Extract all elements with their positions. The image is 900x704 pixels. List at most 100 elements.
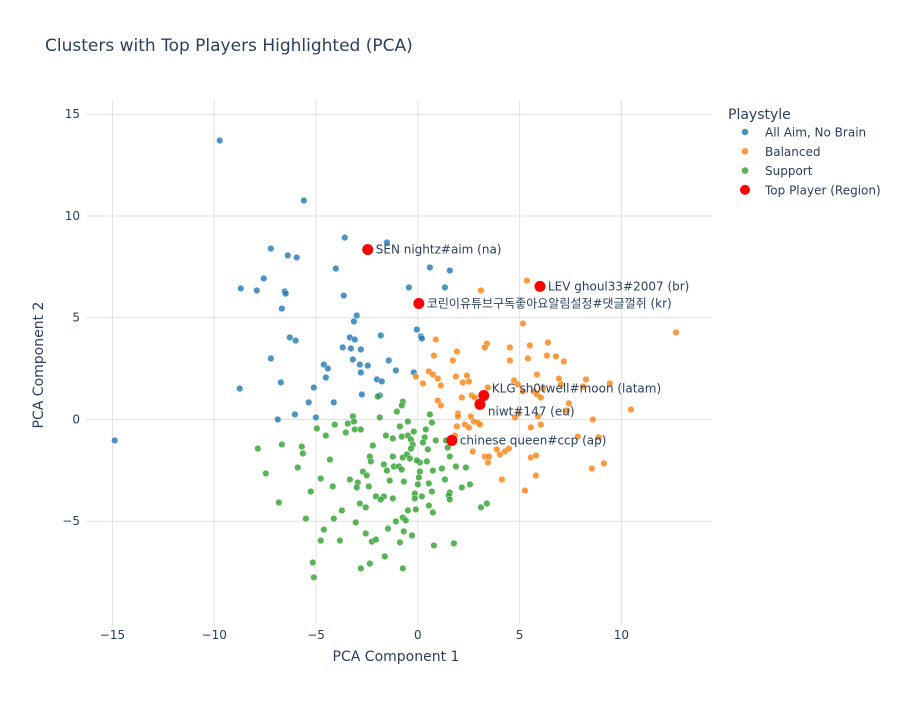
data-point [277,378,285,386]
data-point [364,362,372,370]
legend-entry: Balanced [765,145,820,159]
data-point [330,515,338,523]
data-point [418,492,426,500]
data-point [506,356,514,364]
legend-marker [741,167,749,174]
data-point [533,371,541,379]
legend-marker [741,148,749,155]
data-point [216,136,224,144]
data-point [341,234,349,242]
data-point [419,438,427,446]
data-point [519,319,527,327]
legend-entry: Top Player (Region) [764,183,881,197]
data-point [582,375,590,383]
data-point [366,560,374,568]
data-point [484,458,492,466]
data-point [302,515,310,523]
data-point [476,421,484,429]
data-point [425,502,433,510]
data-point [396,538,404,546]
data-point [351,425,359,433]
data-point [413,326,421,334]
data-point [376,413,384,421]
data-point [406,455,414,463]
data-point [331,421,339,429]
data-point [344,420,352,428]
data-point [380,460,388,468]
data-point [267,245,275,253]
data-point [282,290,290,298]
data-point [627,406,635,414]
data-point [300,197,308,205]
data-point [429,371,437,379]
data-point [400,527,408,535]
data-point [452,373,460,381]
data-points [111,136,680,581]
data-point [465,423,473,431]
data-point [544,339,552,347]
data-point [432,336,440,344]
data-point [532,471,540,479]
data-point [454,412,462,420]
data-point [574,433,582,441]
y-axis-label: PCA Component 2 [31,302,47,429]
data-point [389,453,397,461]
data-point [322,432,330,440]
y-tick-label: 0 [72,412,80,426]
data-point [358,390,366,398]
data-point [426,263,434,271]
data-point [430,541,438,549]
x-tick-labels: −15 −10 −5 0 5 10 [100,628,629,642]
top-player-marker [362,244,374,256]
data-point [350,418,358,426]
data-point [506,343,514,351]
data-point [372,536,380,544]
data-point [374,392,382,400]
data-point [444,444,452,452]
data-point [425,479,433,487]
x-axis-label: PCA Component 1 [333,649,460,665]
data-point [496,450,504,458]
top-player-labels: SEN nightz#aim (na) 코린이유튜브구독좋아요알림설정#댓글껄쥐 … [376,243,690,448]
data-point [274,415,282,423]
data-point [424,445,432,453]
data-point [672,328,680,336]
data-point [430,352,438,360]
top-player-marker [446,434,458,446]
top-player-label: chinese queen#ccp (ap) [460,433,607,447]
grid-lines [86,100,712,625]
data-point [347,344,355,352]
data-point [438,465,446,473]
data-point [450,539,458,547]
data-point [363,471,371,479]
data-point [465,377,473,385]
y-tick-label: 10 [65,209,80,223]
data-point [313,424,321,432]
data-point [429,508,437,516]
data-point [426,410,434,418]
data-point [353,483,361,491]
top-player-label: 코린이유튜브구독좋아요알림설정#댓글껄쥐 (kr) [427,296,672,310]
data-point [367,457,375,465]
legend-entry: All Aim, No Brain [765,126,866,140]
data-point [383,238,391,246]
data-point [336,537,344,545]
data-point [423,457,431,465]
data-point [278,441,286,449]
data-point [539,385,547,393]
data-point [396,422,404,430]
data-point [322,374,330,382]
data-point [411,494,419,502]
data-point [377,331,385,339]
data-point [346,476,354,484]
data-point [481,343,489,351]
data-point [365,482,373,490]
top-player-marker [534,280,546,292]
data-point [453,422,461,430]
data-point [519,387,527,395]
data-point [111,436,119,444]
data-point [262,469,270,477]
data-point [356,500,364,508]
legend-marker [741,128,749,136]
